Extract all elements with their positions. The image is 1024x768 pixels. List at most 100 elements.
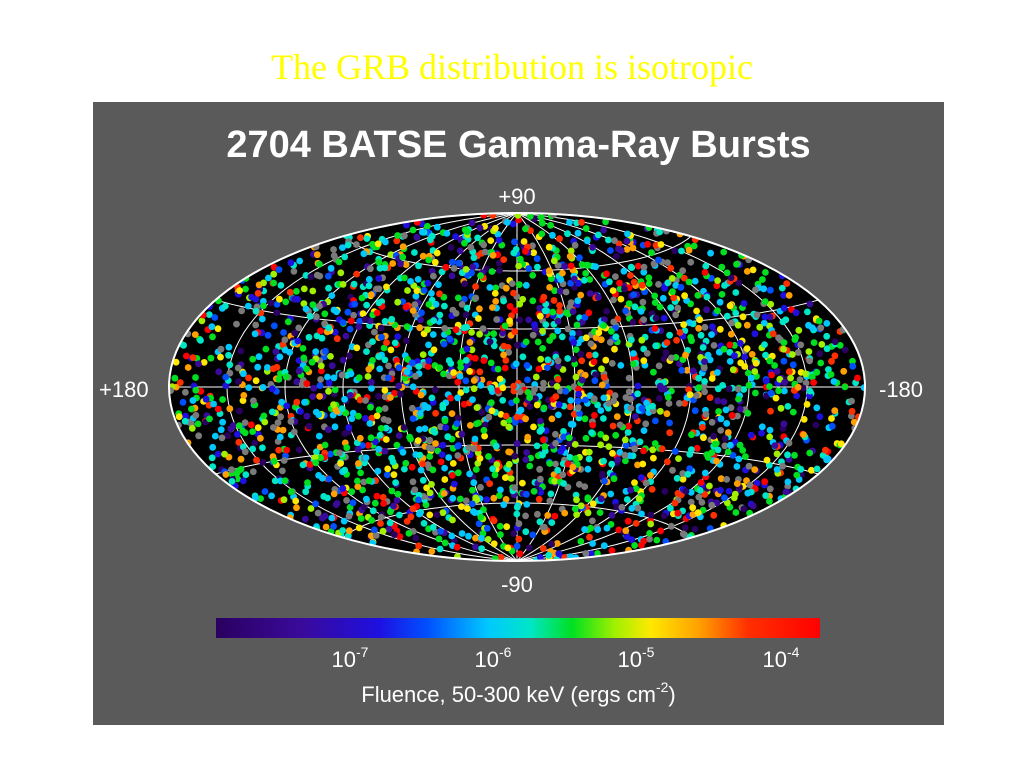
- burst-point: [611, 237, 618, 245]
- burst-point: [841, 346, 849, 354]
- burst-point: [710, 432, 717, 440]
- burst-point: [414, 276, 422, 283]
- burst-point: [402, 261, 410, 268]
- burst-point: [257, 434, 264, 442]
- burst-point: [374, 240, 382, 248]
- burst-point: [515, 262, 523, 270]
- burst-point: [233, 320, 240, 328]
- burst-point: [375, 275, 383, 282]
- burst-point: [660, 314, 668, 322]
- burst-point: [566, 219, 573, 226]
- burst-point: [616, 421, 624, 429]
- burst-point: [354, 477, 361, 485]
- burst-point: [312, 348, 320, 355]
- burst-point: [686, 391, 694, 399]
- burst-point: [606, 338, 614, 346]
- burst-point: [594, 526, 602, 533]
- burst-point: [760, 285, 768, 293]
- burst-point: [797, 465, 805, 473]
- burst-point: [471, 509, 479, 516]
- burst-point: [330, 252, 338, 259]
- burst-point: [766, 426, 774, 434]
- burst-point: [516, 550, 524, 558]
- burst-point: [318, 367, 325, 375]
- burst-point: [679, 470, 687, 477]
- burst-point: [415, 496, 422, 504]
- burst-point: [412, 372, 419, 380]
- burst-point: [215, 368, 223, 376]
- burst-point: [428, 394, 436, 402]
- burst-point: [472, 494, 480, 502]
- burst-point: [353, 241, 360, 248]
- burst-point: [590, 395, 598, 403]
- burst-point: [552, 460, 559, 468]
- burst-point: [473, 404, 481, 411]
- burst-point: [581, 313, 589, 321]
- burst-point: [343, 444, 351, 452]
- burst-point: [503, 219, 511, 226]
- burst-point: [824, 455, 832, 463]
- burst-point: [610, 318, 618, 326]
- burst-point: [690, 242, 698, 250]
- burst-point: [699, 344, 707, 351]
- burst-point: [257, 495, 264, 502]
- burst-point: [485, 453, 492, 460]
- burst-point: [495, 492, 503, 499]
- burst-point: [596, 509, 604, 516]
- burst-point: [753, 311, 761, 319]
- burst-point: [208, 323, 216, 331]
- burst-point: [390, 531, 398, 538]
- burst-point: [636, 438, 644, 446]
- burst-point: [732, 309, 740, 317]
- burst-point: [612, 333, 620, 341]
- burst-point: [426, 436, 434, 444]
- burst-point: [302, 305, 310, 313]
- burst-point: [467, 243, 475, 251]
- burst-point: [791, 451, 798, 459]
- burst-point: [548, 519, 556, 526]
- burst-point: [522, 338, 530, 346]
- burst-point: [497, 486, 504, 494]
- burst-point: [423, 484, 430, 492]
- burst-point: [388, 315, 396, 323]
- burst-point: [624, 517, 632, 525]
- burst-point: [249, 445, 257, 453]
- burst-point: [714, 385, 722, 393]
- burst-point: [252, 321, 260, 329]
- burst-point: [469, 263, 477, 271]
- burst-point: [219, 396, 226, 403]
- burst-point: [742, 453, 749, 460]
- burst-point: [571, 441, 579, 448]
- burst-point: [375, 406, 383, 414]
- burst-point: [534, 510, 541, 518]
- burst-point: [546, 460, 554, 467]
- burst-point: [197, 337, 204, 344]
- burst-point: [652, 417, 659, 425]
- burst-point: [407, 278, 414, 285]
- burst-point: [210, 400, 217, 408]
- burst-point: [560, 428, 567, 435]
- burst-point: [516, 388, 524, 396]
- burst-point: [224, 432, 232, 440]
- burst-point: [631, 413, 639, 420]
- burst-point: [607, 328, 615, 335]
- burst-point: [324, 272, 332, 280]
- burst-point: [539, 327, 546, 335]
- burst-point: [211, 432, 219, 440]
- burst-point: [655, 394, 663, 402]
- burst-point: [489, 252, 497, 259]
- burst-point: [577, 350, 585, 358]
- burst-point: [575, 329, 583, 337]
- burst-point: [449, 494, 457, 502]
- burst-point: [564, 355, 572, 362]
- burst-point: [222, 382, 230, 389]
- burst-point: [496, 522, 504, 530]
- burst-point: [734, 321, 742, 329]
- burst-point: [487, 384, 495, 392]
- burst-point: [424, 461, 432, 469]
- burst-point: [463, 323, 470, 331]
- burst-point: [526, 394, 533, 401]
- parallel-line: [342, 235, 692, 272]
- burst-point: [287, 488, 295, 496]
- burst-point: [610, 475, 618, 483]
